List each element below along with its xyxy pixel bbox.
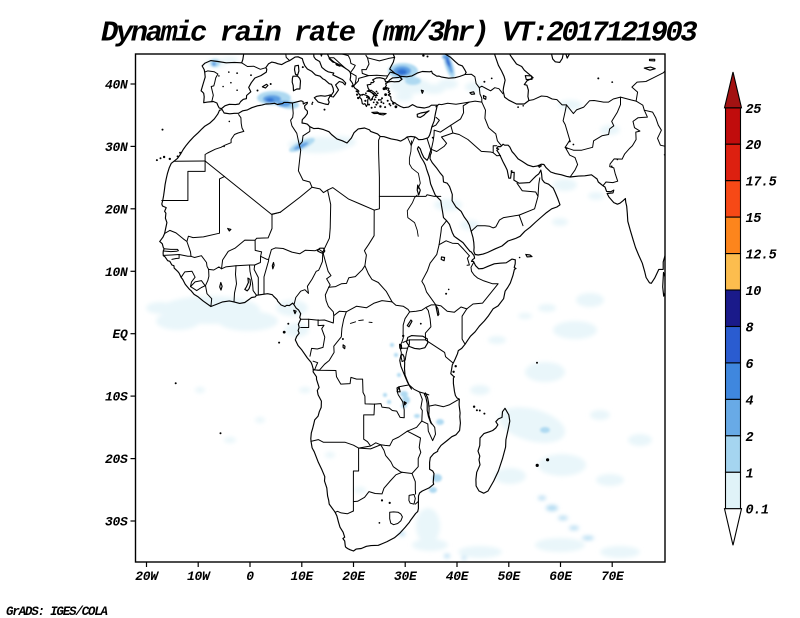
svg-text:10W: 10W (187, 569, 211, 584)
svg-text:6: 6 (746, 358, 754, 373)
svg-text:20N: 20N (105, 202, 128, 217)
svg-text:10: 10 (746, 285, 762, 300)
svg-text:Dynamic rain rate (mm/3hr) VT:: Dynamic rain rate (mm/3hr) VT:2017121903 (101, 17, 697, 50)
svg-text:30N: 30N (105, 140, 128, 155)
svg-text:10E: 10E (291, 569, 315, 584)
svg-text:0.1: 0.1 (746, 504, 769, 519)
svg-text:20E: 20E (342, 569, 366, 584)
svg-text:20: 20 (746, 139, 762, 154)
svg-text:1: 1 (746, 467, 754, 482)
svg-text:2: 2 (746, 431, 754, 446)
svg-text:50E: 50E (498, 569, 522, 584)
svg-text:8: 8 (746, 322, 754, 337)
svg-text:GrADS: IGES/COLA: GrADS: IGES/COLA (6, 605, 108, 618)
svg-text:10S: 10S (105, 390, 128, 405)
svg-text:4: 4 (746, 394, 754, 409)
svg-text:70E: 70E (601, 569, 625, 584)
svg-text:30E: 30E (394, 569, 418, 584)
svg-text:25: 25 (746, 103, 762, 118)
svg-text:EQ: EQ (112, 327, 128, 342)
svg-text:0: 0 (246, 569, 254, 584)
svg-text:15: 15 (746, 212, 762, 227)
svg-text:40N: 40N (105, 78, 128, 93)
svg-text:60E: 60E (549, 569, 573, 584)
svg-text:20S: 20S (105, 452, 128, 467)
svg-text:30S: 30S (105, 515, 128, 530)
svg-text:12.5: 12.5 (746, 249, 777, 264)
svg-text:17.5: 17.5 (746, 176, 777, 191)
svg-text:40E: 40E (446, 569, 470, 584)
svg-text:20W: 20W (135, 569, 159, 584)
svg-text:10N: 10N (105, 265, 128, 280)
